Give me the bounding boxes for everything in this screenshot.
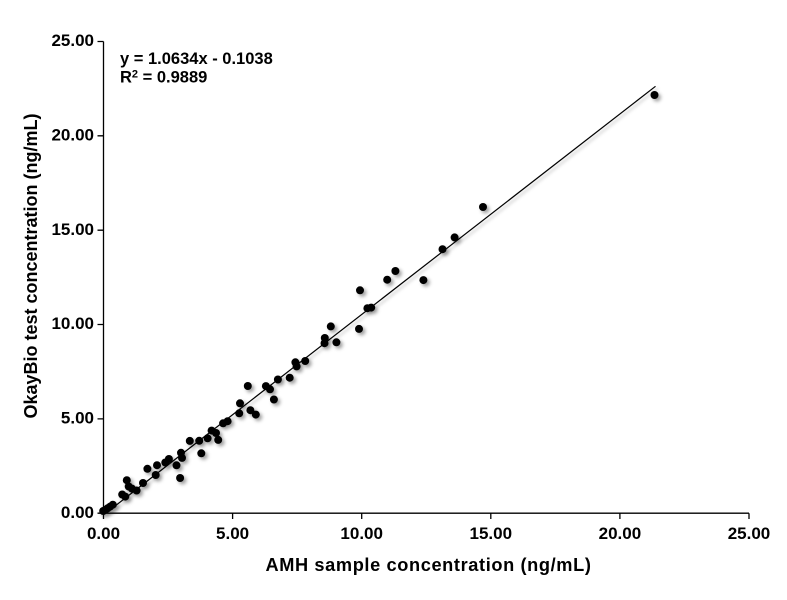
svg-text:10.00: 10.00 <box>51 314 94 333</box>
svg-text:0.00: 0.00 <box>61 503 94 522</box>
svg-text:10.00: 10.00 <box>340 524 383 543</box>
svg-text:15.00: 15.00 <box>470 524 513 543</box>
svg-text:R2 = 0.9889: R2 = 0.9889 <box>120 69 207 87</box>
svg-text:0.00: 0.00 <box>87 524 120 543</box>
svg-text:20.00: 20.00 <box>51 126 94 145</box>
svg-text:25.00: 25.00 <box>728 524 771 543</box>
svg-text:5.00: 5.00 <box>216 524 249 543</box>
svg-text:OkayBio test concentration (ng: OkayBio test concentration (ng/mL) <box>21 113 41 418</box>
svg-text:AMH sample concentration (ng/m: AMH sample concentration (ng/mL) <box>265 555 591 575</box>
svg-text:5.00: 5.00 <box>61 409 94 428</box>
svg-text:20.00: 20.00 <box>599 524 642 543</box>
svg-text:y = 1.0634x - 0.1038: y = 1.0634x - 0.1038 <box>120 50 273 68</box>
svg-text:15.00: 15.00 <box>51 220 94 239</box>
svg-text:25.00: 25.00 <box>51 31 94 50</box>
